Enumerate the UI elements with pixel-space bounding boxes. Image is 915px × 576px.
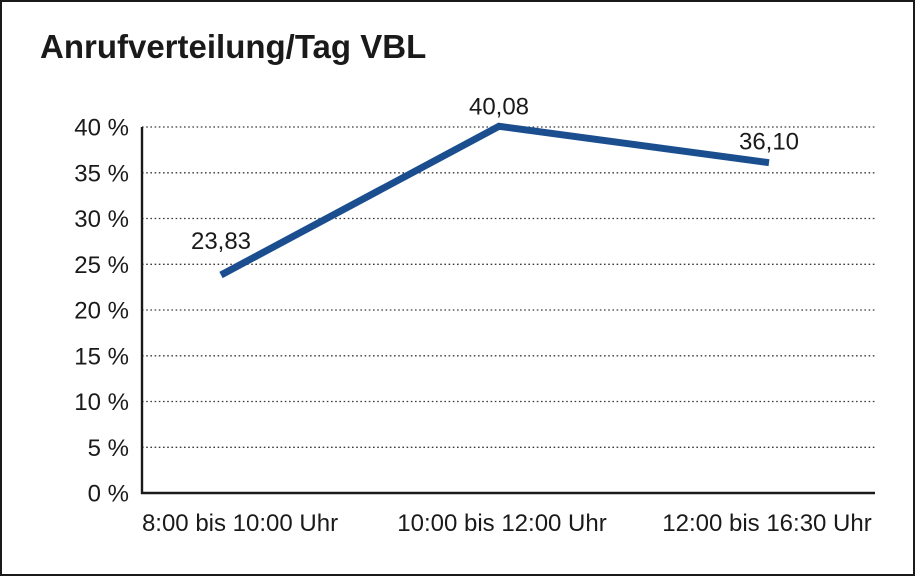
value-label: 40,08 — [469, 93, 529, 120]
y-tick-label: 0 % — [88, 481, 129, 508]
chart-title: Anrufverteilung/Tag VBL — [40, 28, 427, 65]
value-label: 23,83 — [191, 228, 251, 255]
y-tick-label: 15 % — [74, 343, 129, 370]
y-tick-label: 5 % — [88, 435, 129, 462]
x-category-label: 8:00 bis 10:00 Uhr — [142, 510, 338, 537]
y-tick-label: 40 % — [74, 115, 129, 142]
x-category-label: 12:00 bis 16:30 Uhr — [662, 510, 871, 537]
y-tick-label: 25 % — [74, 252, 129, 279]
y-tick-label: 10 % — [74, 389, 129, 416]
value-label: 36,10 — [739, 129, 799, 156]
data-line — [219, 122, 770, 279]
y-tick-label: 35 % — [74, 160, 129, 187]
y-tick-label: 20 % — [74, 298, 129, 325]
x-category-label: 10:00 bis 12:00 Uhr — [397, 510, 606, 537]
y-tick-label: 30 % — [74, 206, 129, 233]
